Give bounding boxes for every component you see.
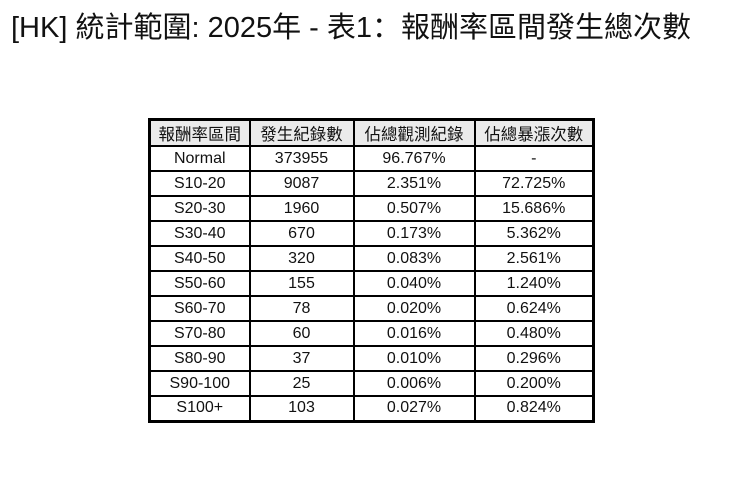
table-cell: S30-40 xyxy=(148,220,251,247)
table-cell: 1960 xyxy=(248,195,355,222)
table-cell: 0.020% xyxy=(352,295,476,322)
table-cell: 15.686% xyxy=(473,195,595,222)
table-row: Normal 373955 96.767% - xyxy=(148,145,595,172)
column-header: 報酬率區間 xyxy=(148,118,251,147)
table-cell: 155 xyxy=(248,270,355,297)
table-cell: S60-70 xyxy=(148,295,251,322)
column-header: 佔總觀測紀錄 xyxy=(352,118,476,147)
table-cell: 25 xyxy=(248,370,355,397)
table-cell: 0.824% xyxy=(473,395,595,422)
table-cell: 0.296% xyxy=(473,345,595,372)
table-cell: 0.027% xyxy=(352,395,476,422)
table-cell: 5.362% xyxy=(473,220,595,247)
statistics-table: 報酬率區間 發生紀錄數 佔總觀測紀錄 佔總暴漲次數 Normal 373955 96.76… xyxy=(148,118,595,423)
table-header-row: 報酬率區間 發生紀錄數 佔總觀測紀錄 佔總暴漲次數 xyxy=(148,118,595,147)
table-row: S30-40 670 0.173% 5.362% xyxy=(148,220,595,247)
table-cell: 60 xyxy=(248,320,355,347)
table-cell: 0.016% xyxy=(352,320,476,347)
table-cell: 0.040% xyxy=(352,270,476,297)
table-cell: S70-80 xyxy=(148,320,251,347)
table-cell: 9087 xyxy=(248,170,355,197)
table-cell: 103 xyxy=(248,395,355,422)
table-cell: S50-60 xyxy=(148,270,251,297)
table-cell: 72.725% xyxy=(473,170,595,197)
column-header: 佔總暴漲次數 xyxy=(473,118,595,147)
table-row: S70-80 60 0.016% 0.480% xyxy=(148,320,595,347)
table-cell: 78 xyxy=(248,295,355,322)
table-row: S10-20 9087 2.351% 72.725% xyxy=(148,170,595,197)
table-row: S90-100 25 0.006% 0.200% xyxy=(148,370,595,397)
table-cell: Normal xyxy=(148,145,251,172)
table-cell: 2.561% xyxy=(473,245,595,272)
table-cell: 0.173% xyxy=(352,220,476,247)
table-cell: 0.200% xyxy=(473,370,595,397)
table-cell: S100+ xyxy=(148,395,251,422)
table-cell: - xyxy=(473,145,595,172)
table-row: S40-50 320 0.083% 2.561% xyxy=(148,245,595,272)
column-header: 發生紀錄數 xyxy=(248,118,355,147)
page-title: [HK] 統計範圍: 2025年 - 表1：報酬率區間發生總次數 xyxy=(11,12,691,44)
table-row: S60-70 78 0.020% 0.624% xyxy=(148,295,595,322)
table-cell: S10-20 xyxy=(148,170,251,197)
table-wrapper: 報酬率區間 發生紀錄數 佔總觀測紀錄 佔總暴漲次數 Normal 373955 96.76… xyxy=(148,118,595,423)
table-cell: 0.624% xyxy=(473,295,595,322)
table-row: S100+ 103 0.027% 0.824% xyxy=(148,395,595,422)
table-cell: S80-90 xyxy=(148,345,251,372)
table-cell: 0.006% xyxy=(352,370,476,397)
table-cell: 373955 xyxy=(248,145,355,172)
table-row: S20-30 1960 0.507% 15.686% xyxy=(148,195,595,222)
table-cell: 0.010% xyxy=(352,345,476,372)
table-row: S50-60 155 0.040% 1.240% xyxy=(148,270,595,297)
table-row: S80-90 37 0.010% 0.296% xyxy=(148,345,595,372)
table-cell: S20-30 xyxy=(148,195,251,222)
table-cell: 37 xyxy=(248,345,355,372)
table-cell: S40-50 xyxy=(148,245,251,272)
table-cell: 2.351% xyxy=(352,170,476,197)
table-cell: S90-100 xyxy=(148,370,251,397)
table-cell: 320 xyxy=(248,245,355,272)
table-cell: 1.240% xyxy=(473,270,595,297)
table-cell: 0.507% xyxy=(352,195,476,222)
table-cell: 96.767% xyxy=(352,145,476,172)
table-cell: 0.480% xyxy=(473,320,595,347)
table-cell: 670 xyxy=(248,220,355,247)
table-cell: 0.083% xyxy=(352,245,476,272)
